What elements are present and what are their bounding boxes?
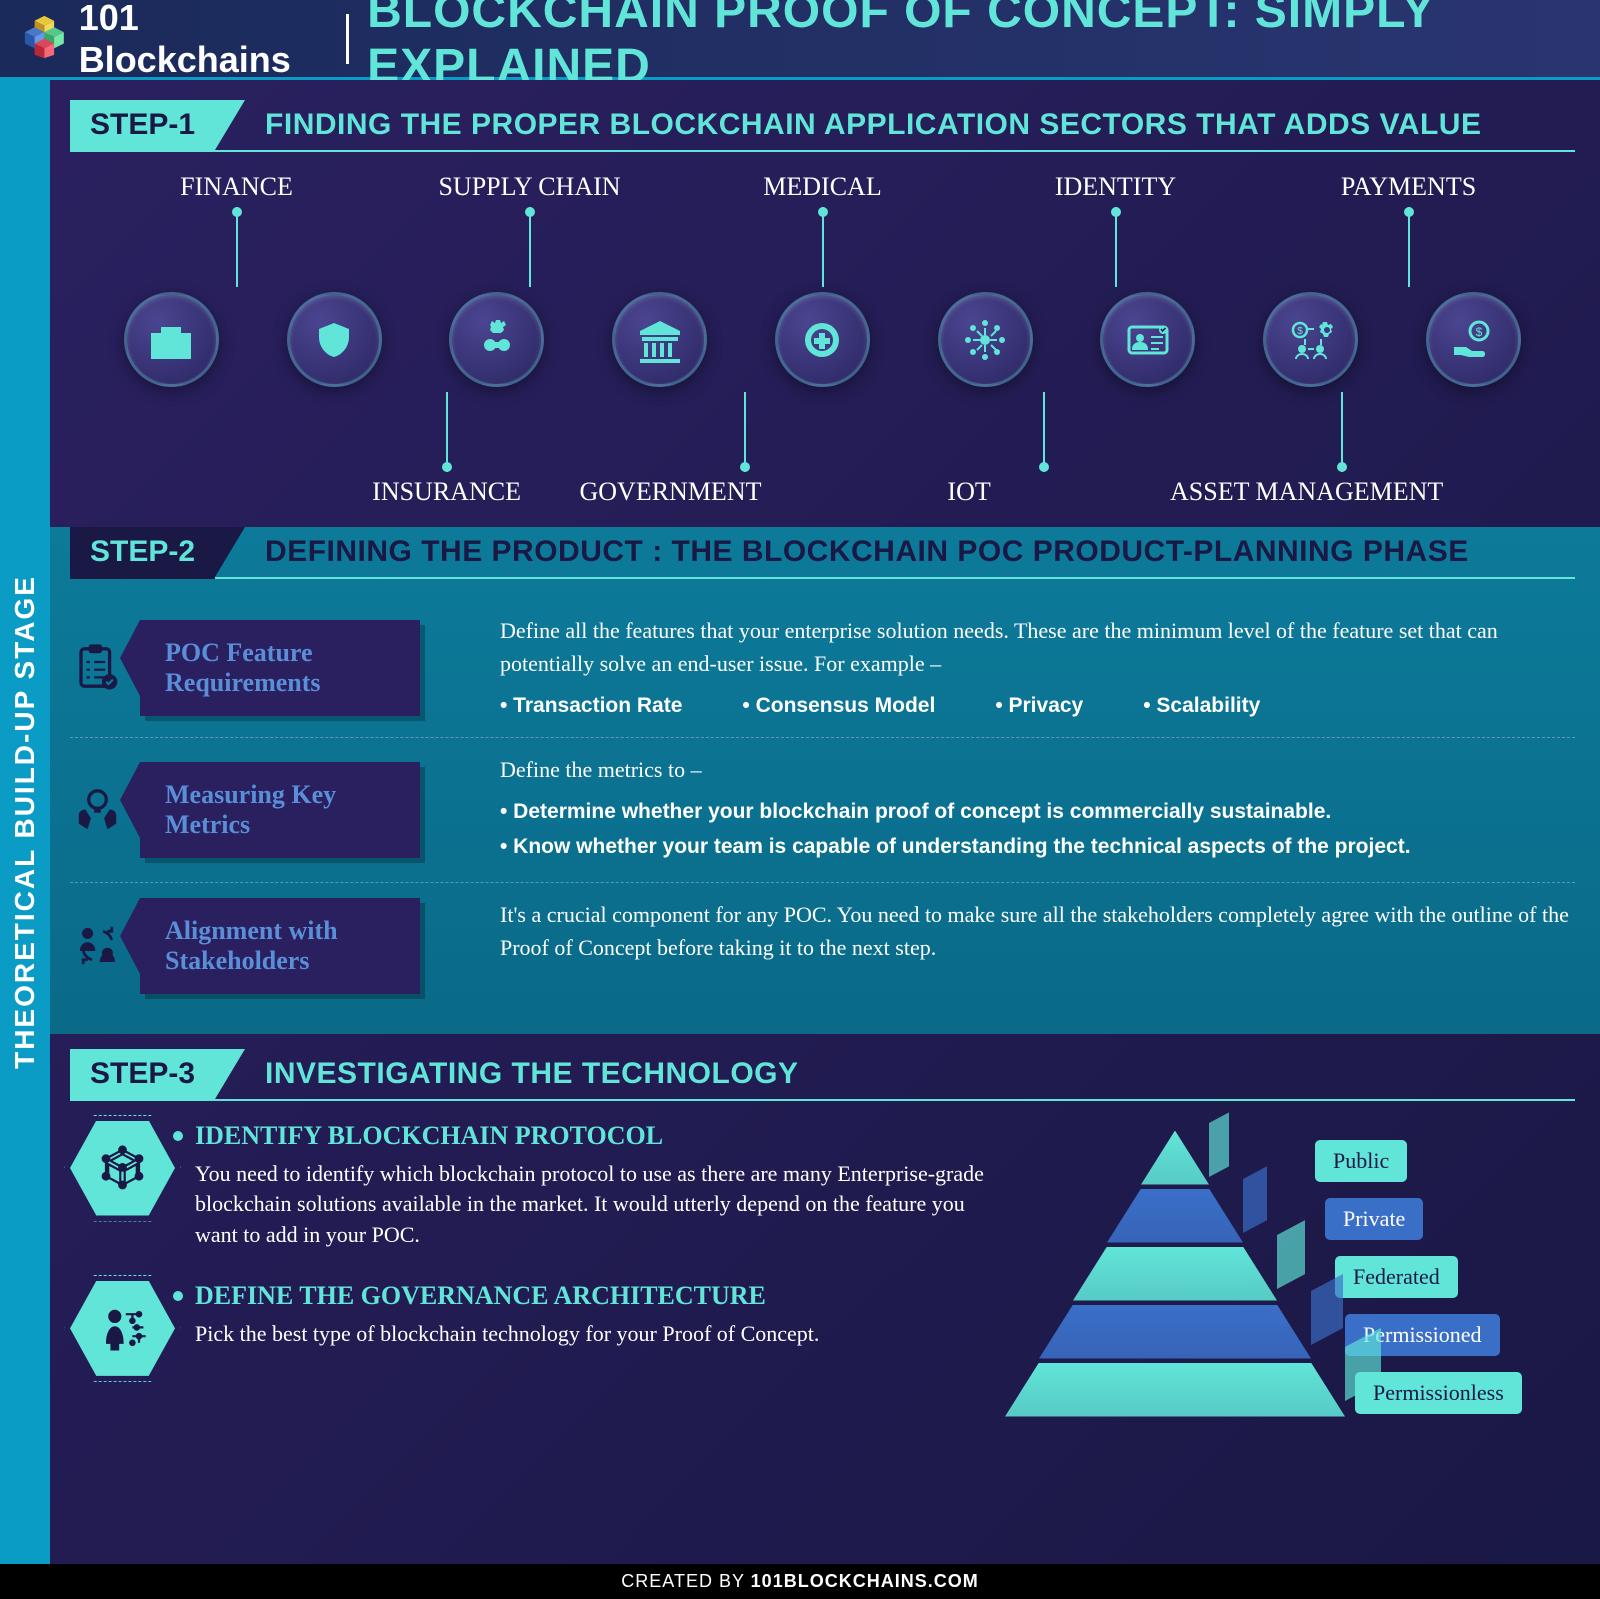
step2-block-text: It's a crucial component for any POC. Yo… <box>500 898 1575 994</box>
footer-site: 101BLOCKCHAINS.COM <box>751 1571 979 1591</box>
asset-gear-people-icon: $ <box>1263 292 1358 387</box>
header-bar: 101 Blockchains BLOCKCHAIN PROOF OF CONC… <box>0 0 1600 80</box>
step3-body: IDENTIFY BLOCKCHAIN PROTOCOL You need to… <box>70 1121 1575 1461</box>
pyramid-label: Public <box>1315 1140 1407 1182</box>
step3-header: STEP-3 INVESTIGATING THE TECHNOLOGY <box>70 1049 1575 1101</box>
checklist-icon <box>70 640 125 695</box>
step2-title: DEFINING THE PRODUCT : THE BLOCKCHAIN PO… <box>215 527 1575 579</box>
sector-label: ASSET MANAGEMENT <box>1118 477 1495 507</box>
step2-block-text: Define the metrics to –• Determine wheth… <box>500 753 1575 867</box>
step3-block: IDENTIFY BLOCKCHAIN PROTOCOL You need to… <box>70 1121 1005 1251</box>
pyramid-layer <box>1073 1247 1277 1301</box>
sector-label: SUPPLY CHAIN <box>383 172 676 202</box>
pyramid-layer <box>1039 1305 1311 1359</box>
government-building-icon <box>612 292 707 387</box>
pyramid-label: Private <box>1325 1198 1423 1240</box>
pyramid-layer <box>1107 1189 1243 1243</box>
step2-block: POC Feature Requirements Define all the … <box>70 599 1575 738</box>
step2-block-title: Alignment with Stakeholders <box>140 898 420 994</box>
footer-prefix: CREATED BY <box>621 1571 750 1591</box>
sector-label: GOVERNMENT <box>521 477 820 507</box>
step1-top-connectors <box>90 207 1555 287</box>
iot-network-icon <box>938 292 1033 387</box>
svg-text:$: $ <box>1297 326 1303 337</box>
step2-block-title: Measuring Key Metrics <box>140 762 420 858</box>
step3-left: IDENTIFY BLOCKCHAIN PROTOCOL You need to… <box>70 1121 1005 1461</box>
sector-label: PAYMENTS <box>1262 172 1555 202</box>
step1-top-labels: FINANCE SUPPLY CHAIN MEDICAL IDENTITY PA… <box>90 172 1555 202</box>
people-sync-icon <box>70 918 125 973</box>
header-divider <box>346 14 349 64</box>
identity-card-icon <box>1100 292 1195 387</box>
step3-block: DEFINE THE GOVERNANCE ARCHITECTURE Pick … <box>70 1281 1005 1376</box>
step2-block: Measuring Key Metrics Define the metrics… <box>70 738 1575 883</box>
step3-title: INVESTIGATING THE TECHNOLOGY <box>215 1049 1575 1101</box>
medical-cross-icon <box>775 292 870 387</box>
step1-icons-row: $$ <box>90 292 1555 387</box>
step3-block-title: DEFINE THE GOVERNANCE ARCHITECTURE <box>195 1281 819 1311</box>
sector-label: IDENTITY <box>969 172 1262 202</box>
pyramid-chart: PublicPrivateFederatedPermissionedPermis… <box>1035 1121 1575 1461</box>
pyramid-layer <box>1005 1363 1345 1417</box>
footer-bar: CREATED BY 101BLOCKCHAINS.COM <box>0 1564 1600 1599</box>
step1-bottom-labels: INSURANCE GOVERNMENT IOT ASSET MANAGEMEN… <box>90 477 1555 507</box>
step1-bottom-connectors <box>90 392 1555 472</box>
hand-coin-icon: $ <box>1426 292 1521 387</box>
pyramid-label: Permissionless <box>1355 1372 1522 1414</box>
insurance-people-icon <box>287 292 382 387</box>
step3-block-desc: You need to identify which blockchain pr… <box>195 1159 1005 1251</box>
body-wrap: THEORETICAL BUILD-UP STAGE STEP-1 FINDIN… <box>0 80 1600 1564</box>
step3-block-title: IDENTIFY BLOCKCHAIN PROTOCOL <box>195 1121 1005 1151</box>
infographic-root: 101 Blockchains BLOCKCHAIN PROOF OF CONC… <box>0 0 1600 1599</box>
logo-cubes-icon <box>20 11 69 66</box>
step1-title: FINDING THE PROPER BLOCKCHAIN APPLICATIO… <box>215 100 1575 152</box>
step1-tag: STEP-1 <box>70 100 215 152</box>
lightbulb-hands-icon <box>70 782 125 837</box>
step2-tag: STEP-2 <box>70 527 215 579</box>
main-content: STEP-1 FINDING THE PROPER BLOCKCHAIN APP… <box>50 80 1600 1564</box>
sector-label: IOT <box>820 477 1119 507</box>
svg-text:$: $ <box>1475 325 1482 339</box>
pyramid-layer <box>1141 1131 1209 1185</box>
brand-text: 101 Blockchains <box>79 0 329 81</box>
step2-block-text: Define all the features that your enterp… <box>500 614 1575 722</box>
sector-label: MEDICAL <box>676 172 969 202</box>
step3-tag: STEP-3 <box>70 1049 215 1101</box>
briefcase-dollar-icon <box>124 292 219 387</box>
step2-block-title: POC Feature Requirements <box>140 620 420 716</box>
step1-header: STEP-1 FINDING THE PROPER BLOCKCHAIN APP… <box>70 100 1575 152</box>
step2-header: STEP-2 DEFINING THE PRODUCT : THE BLOCKC… <box>70 527 1575 579</box>
side-label-text: THEORETICAL BUILD-UP STAGE <box>9 575 41 1069</box>
sector-label: INSURANCE <box>372 477 521 507</box>
sector-label: FINANCE <box>90 172 383 202</box>
step2-block: Alignment with Stakeholders It's a cruci… <box>70 883 1575 1009</box>
pyramid-label: Federated <box>1335 1256 1458 1298</box>
step3-area: STEP-3 INVESTIGATING THE TECHNOLOGY IDEN… <box>70 1034 1575 1461</box>
chain-gear-icon <box>449 292 544 387</box>
logo-area: 101 Blockchains <box>20 0 328 81</box>
step3-block-desc: Pick the best type of blockchain technol… <box>195 1319 819 1350</box>
step2-area: STEP-2 DEFINING THE PRODUCT : THE BLOCKC… <box>50 527 1600 1034</box>
side-label-bar: THEORETICAL BUILD-UP STAGE <box>0 80 50 1564</box>
